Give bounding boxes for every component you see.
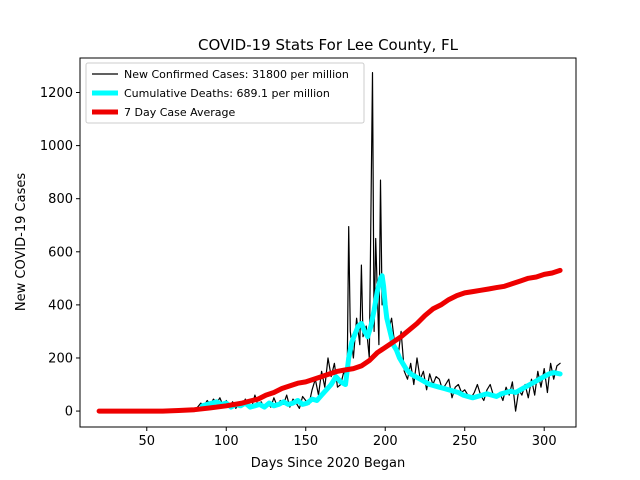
series-layer [96,71,563,414]
x-tick-label: 300 [532,434,557,449]
x-tick-label: 50 [138,434,155,449]
x-tick-label: 250 [452,434,477,449]
y-tick-label: 1200 [40,86,73,101]
legend: New Confirmed Cases: 31800 per million C… [85,62,365,124]
y-axis-label: New COVID-19 Cases [14,173,29,311]
x-axis-label: Days Since 2020 Began [251,456,406,471]
legend-label-new-cases: New Confirmed Cases: 31800 per million [124,68,349,81]
y-tick-label: 0 [65,405,73,420]
y-tick-label: 400 [48,298,73,313]
series-7day-average-line [96,267,563,414]
x-axis: 50 100 150 200 250 300 [138,427,557,449]
y-axis: 0 200 400 600 800 1000 1200 [40,86,80,420]
chart-title: COVID-19 Stats For Lee County, FL [198,36,459,54]
legend-label-deaths: Cumulative Deaths: 689.1 per million [124,87,330,100]
y-tick-label: 200 [48,351,73,366]
y-tick-label: 1000 [40,139,73,154]
legend-label-7day-average: 7 Day Case Average [124,106,236,119]
x-tick-label: 100 [214,434,239,449]
y-tick-label: 600 [48,245,73,260]
x-tick-label: 200 [373,434,398,449]
x-tick-label: 150 [293,434,318,449]
series-cumulative-deaths-line [199,273,563,410]
y-tick-label: 800 [48,192,73,207]
legend-box [85,62,365,124]
